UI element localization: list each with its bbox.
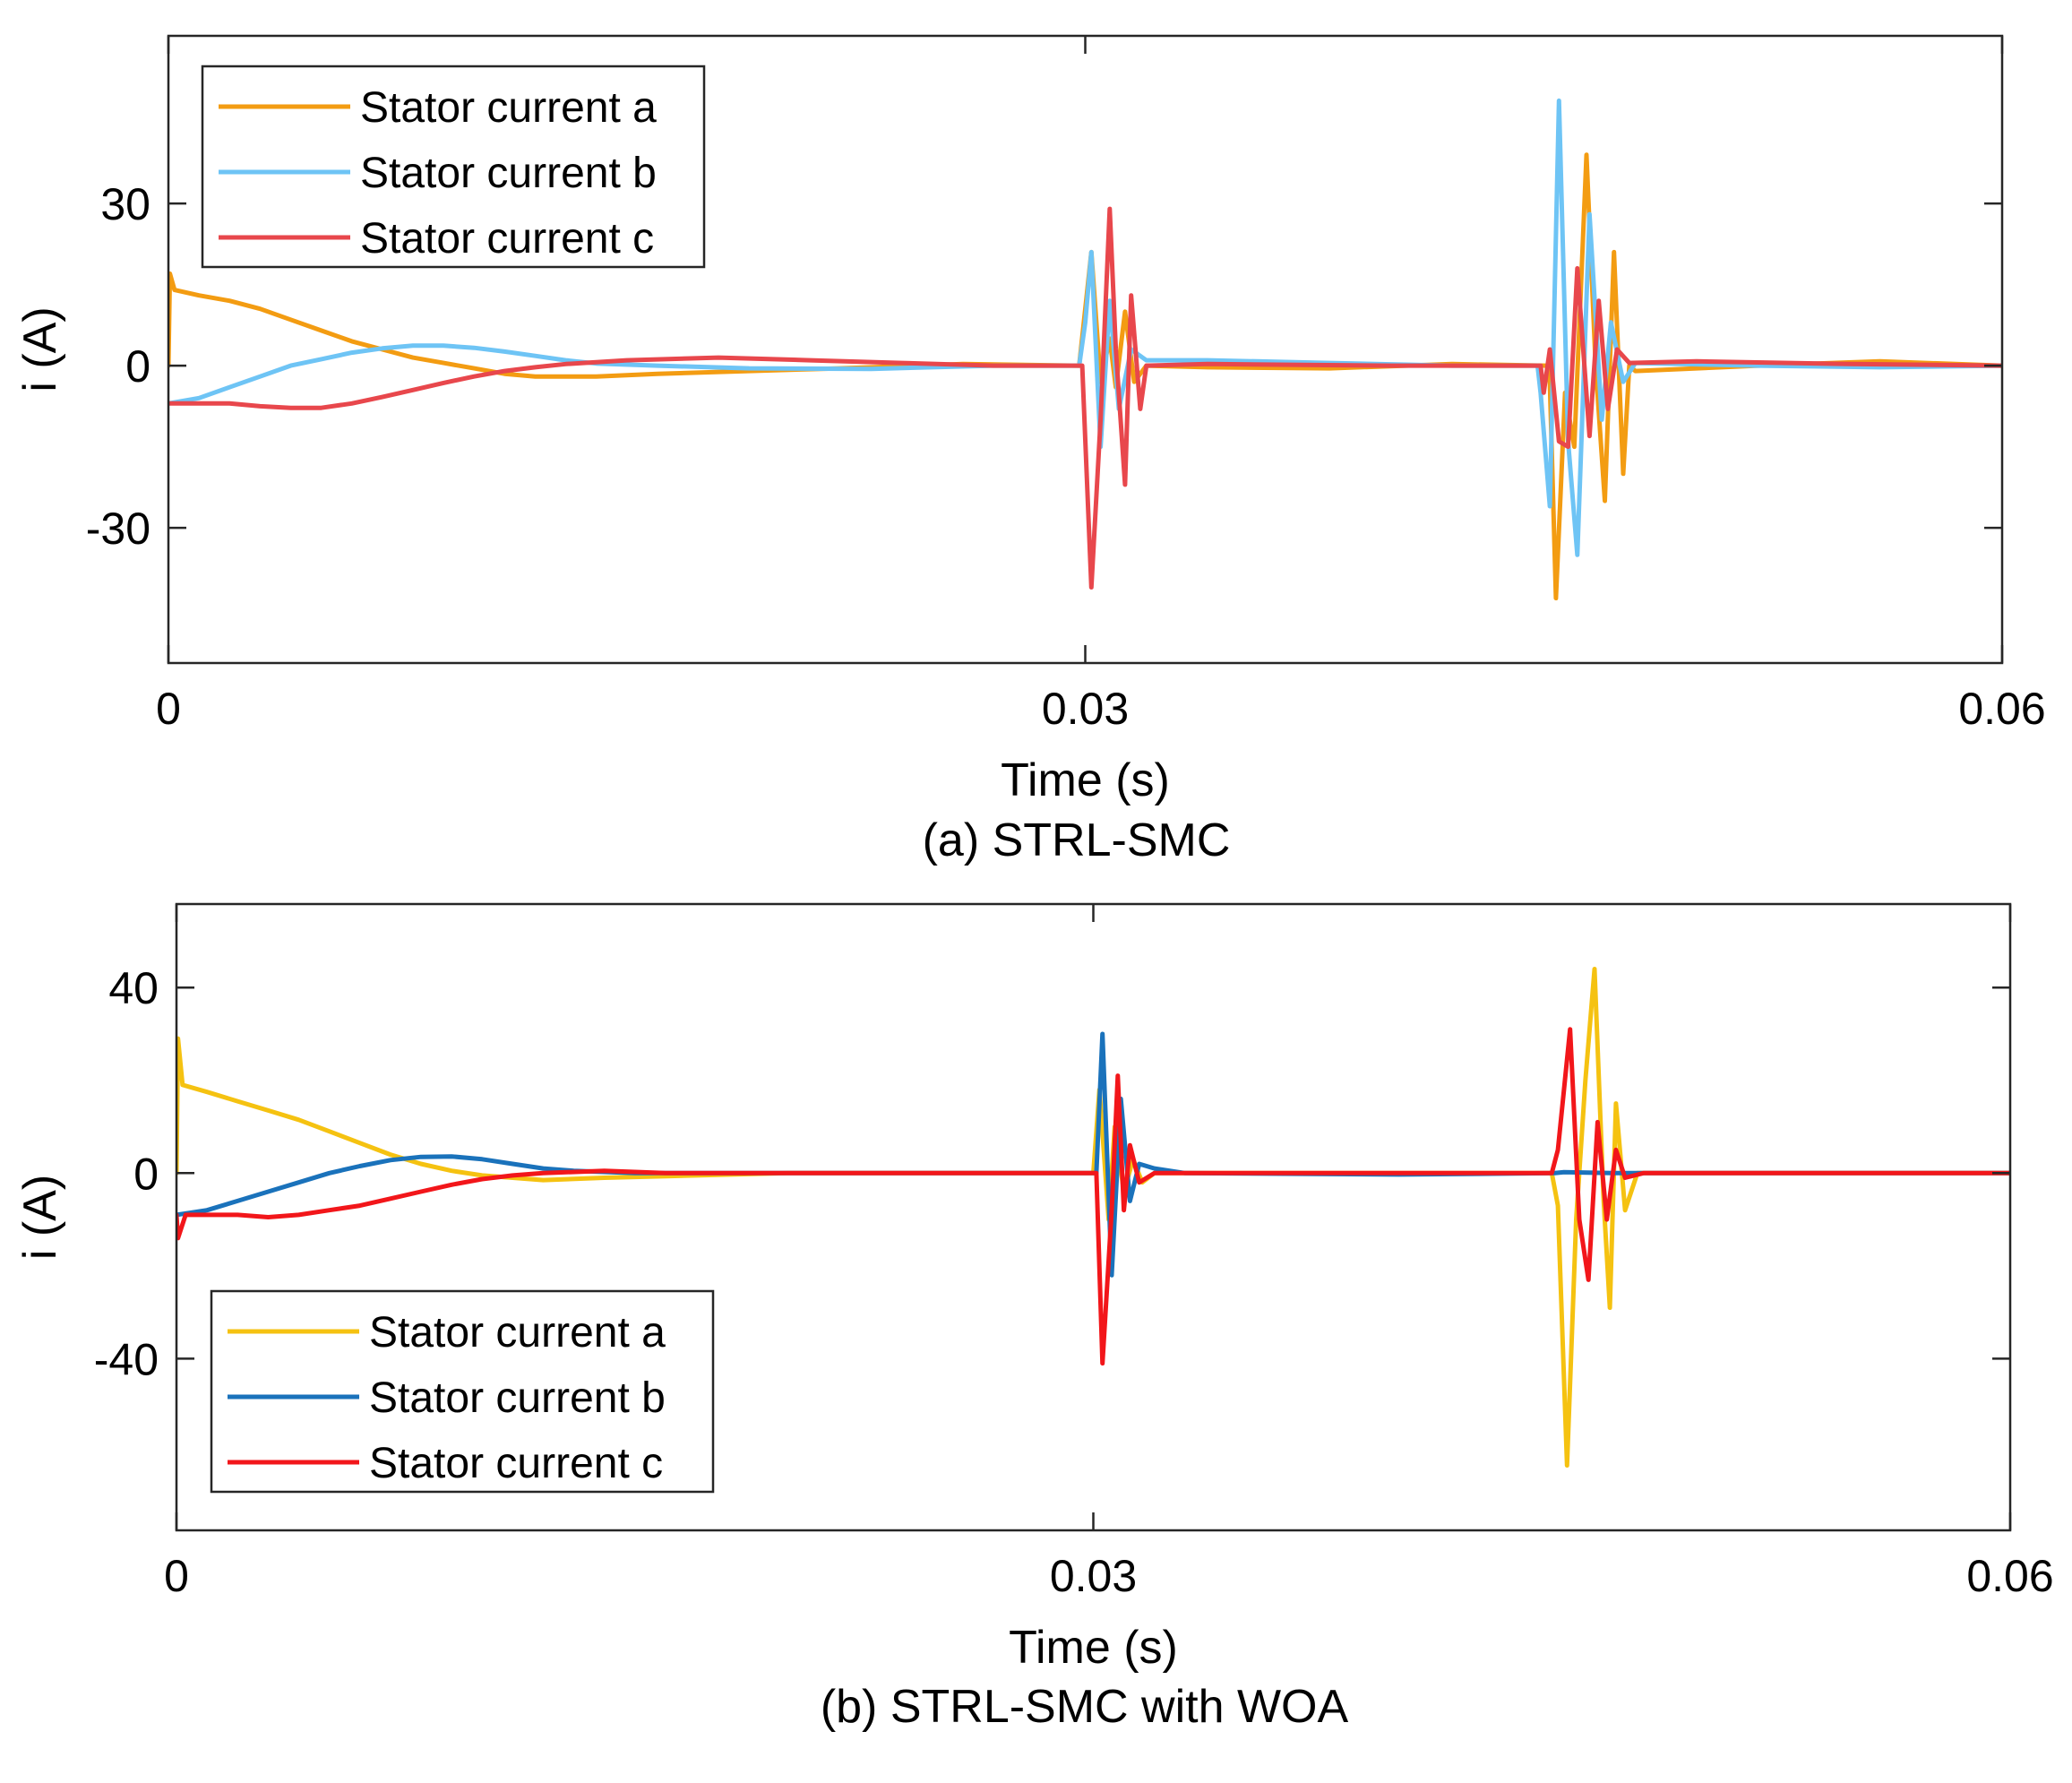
x-tick-label: 0	[156, 684, 181, 734]
legend: Stator current a Stator current b Stator c…	[201, 65, 706, 269]
x-tick-label: 0.03	[1050, 1551, 1137, 1601]
y-tick-label: -30	[86, 504, 150, 554]
series-line-c	[176, 1027, 2010, 1366]
y-tick-label: -40	[94, 1334, 159, 1384]
y-tick-label: 30	[100, 179, 150, 229]
x-tick-label: 0.06	[1958, 684, 2045, 734]
legend-label: Stator current b	[369, 1374, 666, 1422]
chart-a-stator-currents-strl-smc: 0 0.03 0.06 30 0 -30 Time (s) i (A) (a) STRL-SMC…	[14, 34, 2046, 866]
legend-label: Stator current a	[360, 84, 657, 132]
x-tick-label: 0.03	[1042, 684, 1129, 734]
series-group	[176, 967, 2010, 1468]
y-tick-label: 40	[108, 963, 159, 1013]
y-tick-label: 0	[133, 1149, 159, 1199]
chart-b-stator-currents-strl-smc-woa: 0 0.03 0.06 40 0 -40 Time (s) i (A) (b) STRL-SMC…	[14, 902, 2054, 1733]
x-tick-label: 0	[164, 1551, 189, 1601]
x-tick-label: 0.06	[1966, 1551, 2053, 1601]
chart-caption: (a) STRL-SMC	[923, 814, 1231, 866]
x-axis-label: Time (s)	[1001, 754, 1170, 806]
legend-label: Stator current b	[360, 150, 657, 197]
y-axis-label: i (A)	[14, 306, 66, 392]
series-line-c	[168, 206, 2002, 590]
legend-label: Stator current c	[360, 215, 654, 263]
chart-caption: (b) STRL-SMC with WOA	[821, 1681, 1349, 1733]
y-axis-label: i (A)	[14, 1175, 66, 1260]
y-tick-label: 0	[125, 341, 150, 392]
series-group	[168, 98, 2002, 601]
legend: Stator current a Stator current b Stator c…	[210, 1289, 715, 1494]
series-line-b	[168, 98, 2002, 557]
legend-label: Stator current a	[369, 1309, 666, 1357]
legend-label: Stator current c	[369, 1440, 663, 1487]
x-axis-label: Time (s)	[1009, 1622, 1178, 1674]
